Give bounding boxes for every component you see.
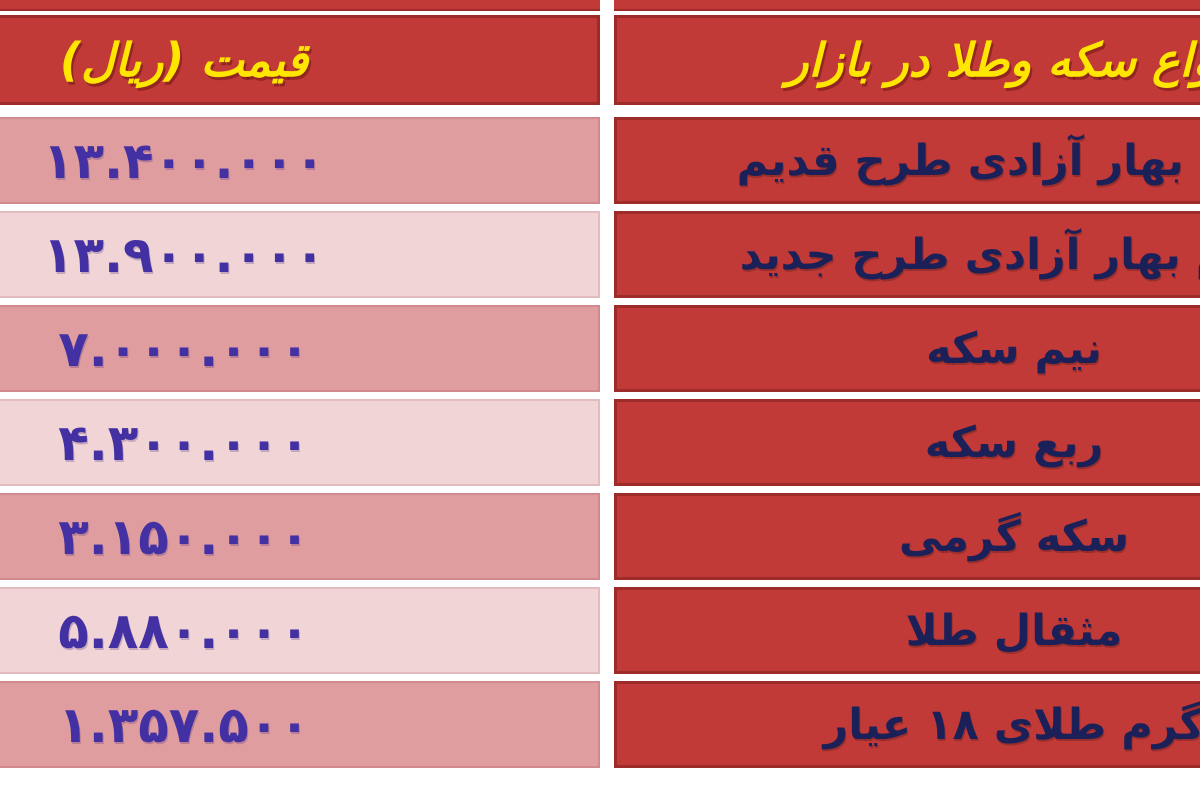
item-name-cell: تمام بهار آزادی طرح جدید	[614, 211, 1200, 298]
price-cell: ۱۳.۴۰۰.۰۰۰	[0, 117, 600, 204]
item-name: تمام بهار آزادی طرح جدید	[739, 229, 1200, 280]
price-value: ۱۳.۴۰۰.۰۰۰	[42, 131, 326, 190]
cropped-top-cell-right	[614, 0, 1200, 11]
price-cell: ۷.۰۰۰.۰۰۰	[0, 305, 600, 392]
price-value: ۵.۸۸۰.۰۰۰	[58, 601, 310, 660]
item-name: گرم طلای ۱۸ عیار	[823, 699, 1200, 750]
table-row: ۱۳.۴۰۰.۰۰۰ تمام بهار آزادی طرح قدیم	[0, 117, 1200, 204]
price-value: ۷.۰۰۰.۰۰۰	[58, 319, 310, 378]
item-name-cell: ربع سکه	[614, 399, 1200, 486]
item-type-column-header: انواع سکه وطلا در بازار	[786, 33, 1200, 87]
item-name-cell: مثقال طلا	[614, 587, 1200, 674]
price-value: ۴.۳۰۰.۰۰۰	[58, 413, 310, 472]
table-row: ۷.۰۰۰.۰۰۰ نیم سکه	[0, 305, 1200, 392]
price-column-header: قیمت (ریال)	[59, 33, 309, 87]
table-row: ۱.۳۵۷.۵۰۰ گرم طلای ۱۸ عیار	[0, 681, 1200, 768]
item-name-cell: نیم سکه	[614, 305, 1200, 392]
item-name: تمام بهار آزادی طرح قدیم	[736, 135, 1200, 186]
item-name-cell: گرم طلای ۱۸ عیار	[614, 681, 1200, 768]
price-value: ۱۳.۹۰۰.۰۰۰	[42, 225, 326, 284]
table-row: ۱۳.۹۰۰.۰۰۰ تمام بهار آزادی طرح جدید	[0, 211, 1200, 298]
item-name: ربع سکه	[924, 417, 1104, 468]
price-value: ۱.۳۵۷.۵۰۰	[58, 695, 310, 754]
item-name: مثقال طلا	[905, 605, 1123, 656]
item-name: نیم سکه	[926, 323, 1102, 374]
cropped-top-cell-left	[0, 0, 600, 11]
price-cell: ۳.۱۵۰.۰۰۰	[0, 493, 600, 580]
item-name: سکه گرمی	[898, 511, 1130, 562]
price-cell: ۱۳.۹۰۰.۰۰۰	[0, 211, 600, 298]
price-cell: ۴.۳۰۰.۰۰۰	[0, 399, 600, 486]
item-name-cell: تمام بهار آزادی طرح قدیم	[614, 117, 1200, 204]
table-row: ۳.۱۵۰.۰۰۰ سکه گرمی	[0, 493, 1200, 580]
item-name-cell: سکه گرمی	[614, 493, 1200, 580]
price-value: ۳.۱۵۰.۰۰۰	[58, 507, 310, 566]
header-cell-price: قیمت (ریال)	[0, 15, 600, 105]
table-row: ۵.۸۸۰.۰۰۰ مثقال طلا	[0, 587, 1200, 674]
price-cell: ۱.۳۵۷.۵۰۰	[0, 681, 600, 768]
header-cell-item-type: انواع سکه وطلا در بازار	[614, 15, 1200, 105]
price-cell: ۵.۸۸۰.۰۰۰	[0, 587, 600, 674]
table-row: ۴.۳۰۰.۰۰۰ ربع سکه	[0, 399, 1200, 486]
